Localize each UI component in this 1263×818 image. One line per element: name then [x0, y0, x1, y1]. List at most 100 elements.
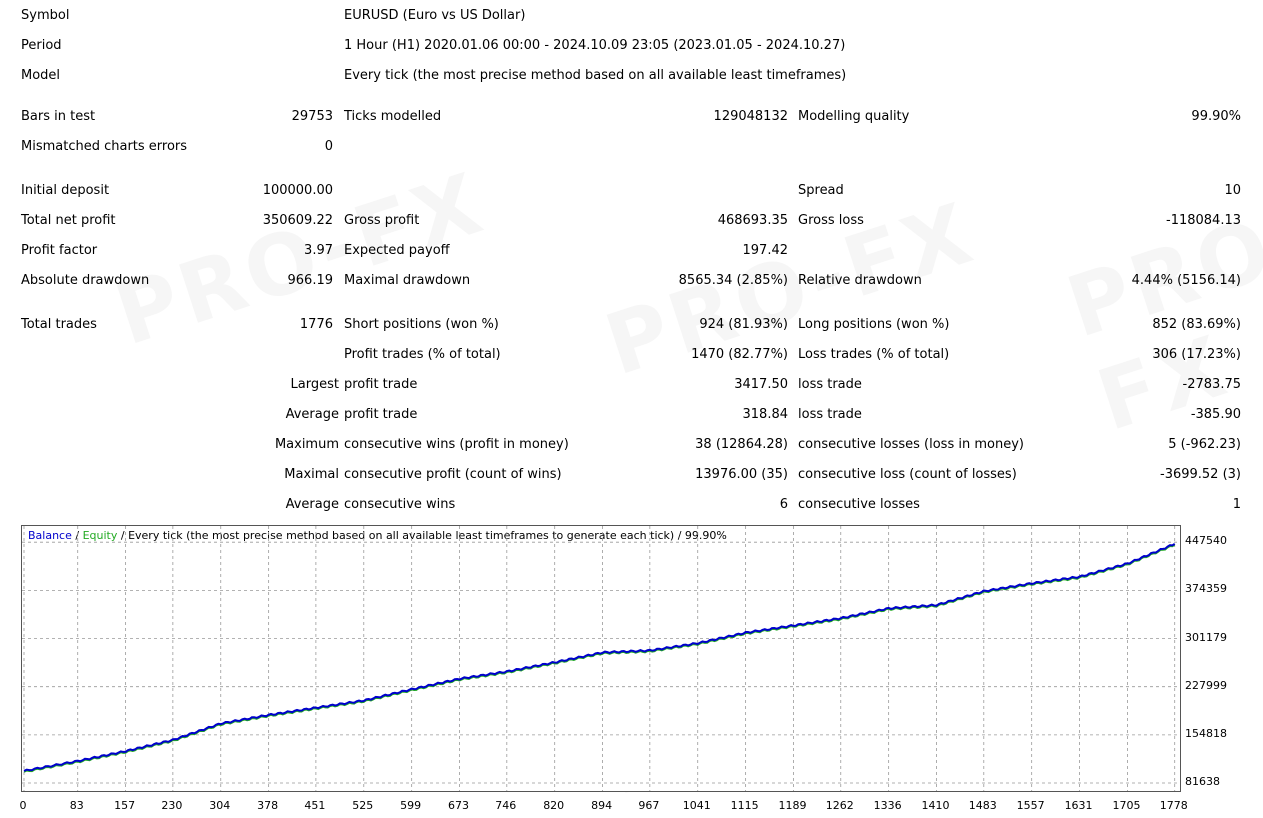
y-tick-label: 81638	[1185, 775, 1220, 788]
ticks-value: 129048132	[713, 109, 788, 124]
payoff-label: Expected payoff	[344, 243, 450, 258]
x-tick-label: 746	[495, 799, 517, 812]
maxdd-value: 8565.34 (2.85%)	[678, 273, 788, 288]
maxprofit-label: consecutive profit (count of wins)	[344, 467, 562, 482]
x-tick-label: 894	[591, 799, 613, 812]
period-label: Period	[21, 38, 62, 53]
x-tick-label: 525	[352, 799, 374, 812]
x-tick-label: 673	[448, 799, 470, 812]
x-tick-label: 0	[19, 799, 27, 812]
deposit-value: 100000.00	[262, 183, 333, 198]
short-label: Short positions (won %)	[344, 317, 499, 332]
x-tick-label: 1262	[825, 799, 854, 812]
x-tick-label: 1115	[730, 799, 759, 812]
absdd-value: 966.19	[287, 273, 334, 288]
x-tick-label: 157	[114, 799, 136, 812]
trades-value: 1776	[299, 317, 333, 332]
legend-balance: Balance	[28, 529, 72, 542]
x-tick-label: 1705	[1112, 799, 1141, 812]
quality-label: Modelling quality	[798, 109, 910, 124]
maximal-prefix: Maximal	[284, 467, 339, 482]
x-tick-label: 599	[400, 799, 422, 812]
avglosses-value: 1	[1232, 497, 1241, 512]
grossloss-value: -118084.13	[1166, 213, 1241, 228]
x-tick-label: 1410	[921, 799, 950, 812]
y-tick-label: 374359	[1185, 582, 1227, 596]
x-tick-label: 378	[257, 799, 279, 812]
y-tick-label: 227999	[1185, 678, 1227, 692]
ltrades-value: 306 (17.23%)	[1152, 347, 1241, 362]
grossprofit-label: Gross profit	[344, 213, 420, 228]
largest-profit-value: 3417.50	[734, 377, 788, 392]
x-tick-label: 230	[161, 799, 183, 812]
x-tick-label: 1483	[968, 799, 997, 812]
legend-equity: Equity	[82, 529, 118, 542]
netprofit-label: Total net profit	[21, 213, 116, 228]
grossprofit-value: 468693.35	[717, 213, 788, 228]
ptrades-label: Profit trades (% of total)	[344, 347, 501, 362]
y-tick-label: 301179	[1185, 630, 1227, 644]
maxlosses-value: 5 (-962.23)	[1168, 437, 1241, 452]
payoff-value: 197.42	[742, 243, 789, 258]
maxdd-label: Maximal drawdown	[344, 273, 471, 288]
x-tick-label: 1336	[873, 799, 902, 812]
mismatch-value: 0	[324, 139, 333, 154]
maxlosses-label: consecutive losses (loss in money)	[798, 437, 1024, 452]
largest-loss-label: loss trade	[798, 377, 862, 392]
model-label: Model	[21, 68, 61, 83]
x-tick-label: 451	[304, 799, 326, 812]
largest-profit-label: profit trade	[344, 377, 418, 392]
pf-value: 3.97	[304, 243, 333, 258]
symbol-value: EURUSD (Euro vs US Dollar)	[344, 8, 526, 23]
maxwins-value: 38 (12864.28)	[695, 437, 788, 452]
ltrades-label: Loss trades (% of total)	[798, 347, 950, 362]
maxloss-value: -3699.52 (3)	[1160, 467, 1241, 482]
maxprofit-value: 13976.00 (35)	[695, 467, 788, 482]
maximum-prefix: Maximum	[274, 437, 339, 452]
x-tick-label: 1557	[1016, 799, 1045, 812]
y-tick-label: 154818	[1185, 726, 1227, 740]
balance-line	[23, 543, 1176, 772]
balance-chart: Balance / Equity / Every tick (the most …	[21, 525, 1181, 792]
netprofit-value: 350609.22	[262, 213, 333, 228]
largest-loss-value: -2783.75	[1182, 377, 1241, 392]
avglosses-label: consecutive losses	[798, 497, 920, 512]
average-loss-label: loss trade	[798, 407, 862, 422]
average2-prefix: Average	[285, 497, 339, 512]
avgwins-value: 6	[779, 497, 788, 512]
maxwins-label: consecutive wins (profit in money)	[344, 437, 569, 452]
bars-label: Bars in test	[21, 109, 96, 124]
mismatch-label: Mismatched charts errors	[21, 139, 188, 154]
chart-subtitle: / Every tick (the most precise method ba…	[117, 529, 727, 542]
reldd-label: Relative drawdown	[798, 273, 922, 288]
x-tick-label: 967	[638, 799, 660, 812]
ptrades-value: 1470 (82.77%)	[691, 347, 788, 362]
x-tick-label: 820	[543, 799, 565, 812]
x-tick-label: 83	[69, 799, 84, 812]
short-value: 924 (81.93%)	[699, 317, 788, 332]
average-prefix: Average	[285, 407, 339, 422]
long-label: Long positions (won %)	[798, 317, 950, 332]
x-tick-label: 1631	[1064, 799, 1093, 812]
period-value: 1 Hour (H1) 2020.01.06 00:00 - 2024.10.0…	[344, 38, 846, 53]
x-tick-label: 1189	[778, 799, 807, 812]
grossloss-label: Gross loss	[798, 213, 864, 228]
bars-value: 29753	[291, 109, 333, 124]
maxloss-label: consecutive loss (count of losses)	[798, 467, 1017, 482]
reldd-value: 4.44% (5156.14)	[1131, 273, 1241, 288]
ticks-label: Ticks modelled	[344, 109, 442, 124]
long-value: 852 (83.69%)	[1152, 317, 1241, 332]
avgwins-label: consecutive wins	[344, 497, 456, 512]
deposit-label: Initial deposit	[21, 183, 110, 198]
x-tick-label: 304	[209, 799, 231, 812]
pf-label: Profit factor	[21, 243, 98, 258]
x-tick-label: 1778	[1159, 799, 1188, 812]
average-loss-value: -385.90	[1190, 407, 1241, 422]
average-profit-label: profit trade	[344, 407, 418, 422]
average-profit-value: 318.84	[742, 407, 789, 422]
chart-title: Balance / Equity / Every tick (the most …	[28, 529, 727, 542]
spread-label: Spread	[798, 183, 844, 198]
spread-value: 10	[1224, 183, 1241, 198]
equity-line	[23, 544, 1176, 773]
quality-value: 99.90%	[1191, 109, 1241, 124]
